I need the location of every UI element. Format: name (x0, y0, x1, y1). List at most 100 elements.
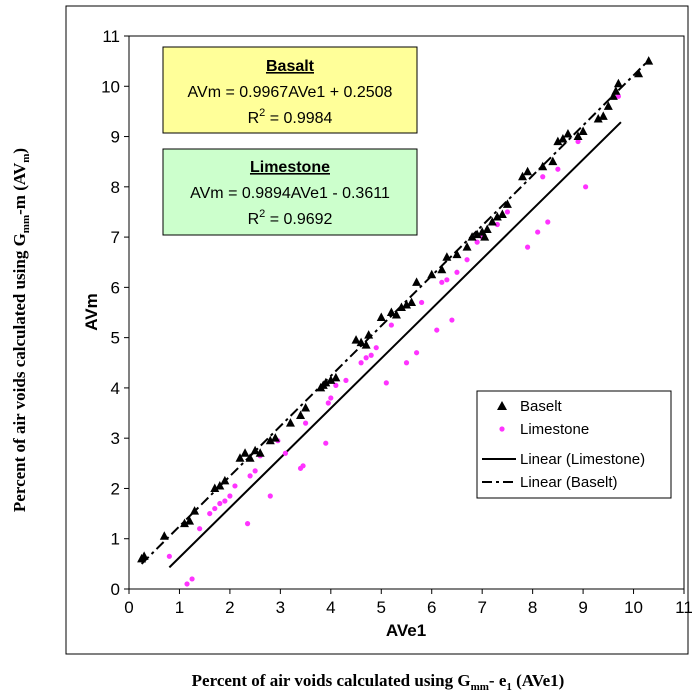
limestone-point (247, 473, 253, 479)
limestone-point (197, 526, 203, 532)
limestone-point (244, 521, 251, 527)
limestone-point (252, 468, 258, 474)
limestone-point (474, 239, 480, 245)
limestone-point (454, 269, 460, 275)
baselt-point (644, 56, 654, 65)
limestone-point (403, 360, 410, 366)
x-tick-label: 0 (124, 598, 133, 617)
limestone-point (368, 352, 374, 358)
fit-line-limestone (168, 121, 622, 569)
limestone-point (494, 221, 500, 228)
limestone-point (545, 219, 551, 225)
baselt-point (613, 78, 623, 88)
limestone-point (212, 505, 218, 512)
limestone-point (325, 400, 331, 406)
y-tick-label: 4 (111, 379, 120, 398)
baselt-point (265, 435, 275, 445)
limestone-point (363, 355, 369, 361)
y-tick-label: 10 (101, 77, 120, 96)
x-tick-label: 8 (528, 598, 537, 617)
baselt-point (402, 299, 411, 309)
y-tick-label: 2 (111, 479, 120, 498)
baselt-point (326, 375, 336, 384)
x-tick-label: 10 (624, 598, 643, 617)
limestone-point (413, 350, 420, 356)
baselt-point (502, 199, 512, 208)
baselt-point (487, 217, 497, 226)
limestone-point (358, 360, 364, 366)
baselt-point (185, 516, 195, 525)
x-axis-title: AVe1 (386, 621, 426, 640)
x-tick-label: 2 (225, 598, 234, 617)
outer-x-axis-title: Percent of air voids calculated using Gm… (192, 671, 565, 693)
limestone-point (583, 184, 589, 190)
limestone-point (444, 277, 450, 283)
baselt-point (492, 211, 502, 221)
limestone-point (575, 138, 581, 145)
limestone-point (540, 174, 546, 180)
basalt-r2-value: = 0.9984 (265, 110, 332, 127)
outer-x-sub2: 1 (506, 681, 512, 693)
baselt-point (296, 410, 306, 420)
basalt-box-r2: R2 = 0.9984 (248, 107, 333, 127)
outer-y-text: Percent of air voids calculated using G (10, 233, 29, 512)
series-baselt (137, 56, 654, 563)
x-tick-label: 9 (578, 598, 587, 617)
baselt-point (497, 209, 507, 218)
baselt-point (462, 242, 472, 251)
limestone-point (323, 440, 329, 446)
limestone-point (615, 93, 622, 99)
x-tick-label: 5 (377, 598, 386, 617)
baselt-point (593, 113, 603, 123)
baselt-point (215, 480, 225, 490)
outer-x-mid: - e (489, 671, 507, 690)
baselt-point (407, 297, 417, 306)
y-axis-title: AVm (82, 293, 101, 330)
baselt-point (482, 224, 492, 234)
baselt-point (321, 377, 331, 387)
outer-y-mid: -m (AV (10, 162, 29, 215)
legend-marker-limestone (499, 426, 505, 432)
limestone-point (189, 576, 195, 582)
y-tick-label: 7 (111, 228, 120, 247)
limestone-point (166, 553, 172, 559)
outer-y-sub2: m (20, 154, 32, 163)
limestone-point (535, 229, 541, 235)
baselt-point (301, 403, 311, 412)
baselt-point (412, 277, 422, 286)
limestone-r2-value: = 0.9692 (265, 211, 332, 228)
baselt-point (235, 453, 245, 462)
limestone-point (504, 209, 511, 215)
x-tick-label: 4 (326, 598, 335, 617)
baselt-point (472, 229, 482, 239)
limestone-box-r2: R2 = 0.9692 (248, 208, 333, 228)
baselt-point (467, 232, 477, 241)
limestone-point (388, 322, 394, 328)
baselt-point (270, 433, 280, 442)
baselt-point (523, 166, 533, 176)
outer-x-sub: mm (471, 681, 489, 693)
baselt-point (611, 86, 621, 95)
baselt-point (285, 418, 295, 427)
basalt-box-bg (162, 46, 418, 134)
y-tick-label: 1 (111, 530, 120, 549)
limestone-point (207, 510, 213, 517)
baselt-point (573, 131, 583, 141)
limestone-point (383, 380, 389, 386)
y-tick-label: 11 (102, 27, 120, 46)
limestone-point (222, 498, 228, 504)
y-tick-label: 8 (111, 178, 120, 197)
legend-label-baselt: Baselt (520, 398, 563, 415)
limestone-box-equation: AVm = 0.9894AVe1 - 0.3611 (190, 185, 390, 202)
limestone-r2-prefix: R (248, 211, 260, 228)
baselt-point (603, 101, 613, 110)
baselt-point (190, 506, 200, 515)
limestone-point (227, 493, 233, 499)
limestone-point (464, 257, 470, 263)
baselt-point (634, 68, 644, 78)
limestone-point (267, 493, 273, 499)
baselt-point (250, 445, 260, 455)
baselt-point (245, 453, 255, 462)
baselt-point (437, 264, 447, 274)
x-tick-label: 3 (276, 598, 285, 617)
